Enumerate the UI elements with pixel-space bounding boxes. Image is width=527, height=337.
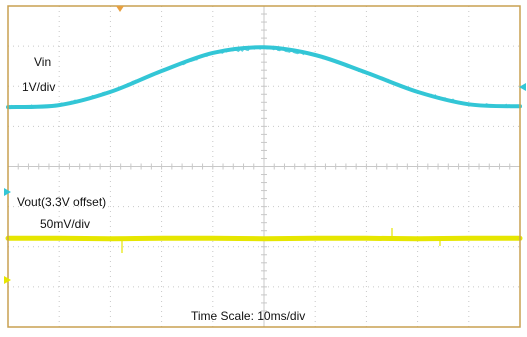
graticule [7, 5, 521, 328]
ch2-ground-marker [4, 276, 11, 284]
vin-scale-label: 1V/div [22, 80, 55, 94]
vin-trace-noise [7, 45, 521, 110]
vout-label: Vout(3.3V offset) [17, 195, 106, 209]
trigger-level-marker [519, 83, 526, 91]
vin-label: Vin [34, 55, 51, 69]
screen-frame [7, 5, 521, 328]
ch1-ground-marker [4, 188, 11, 196]
vout-trace-noise [7, 236, 521, 242]
vout-scale-label: 50mV/div [40, 217, 90, 231]
trigger-position-marker [116, 6, 124, 12]
time-scale-label: Time Scale: 10ms/div [191, 309, 305, 323]
traces [5, 45, 523, 253]
